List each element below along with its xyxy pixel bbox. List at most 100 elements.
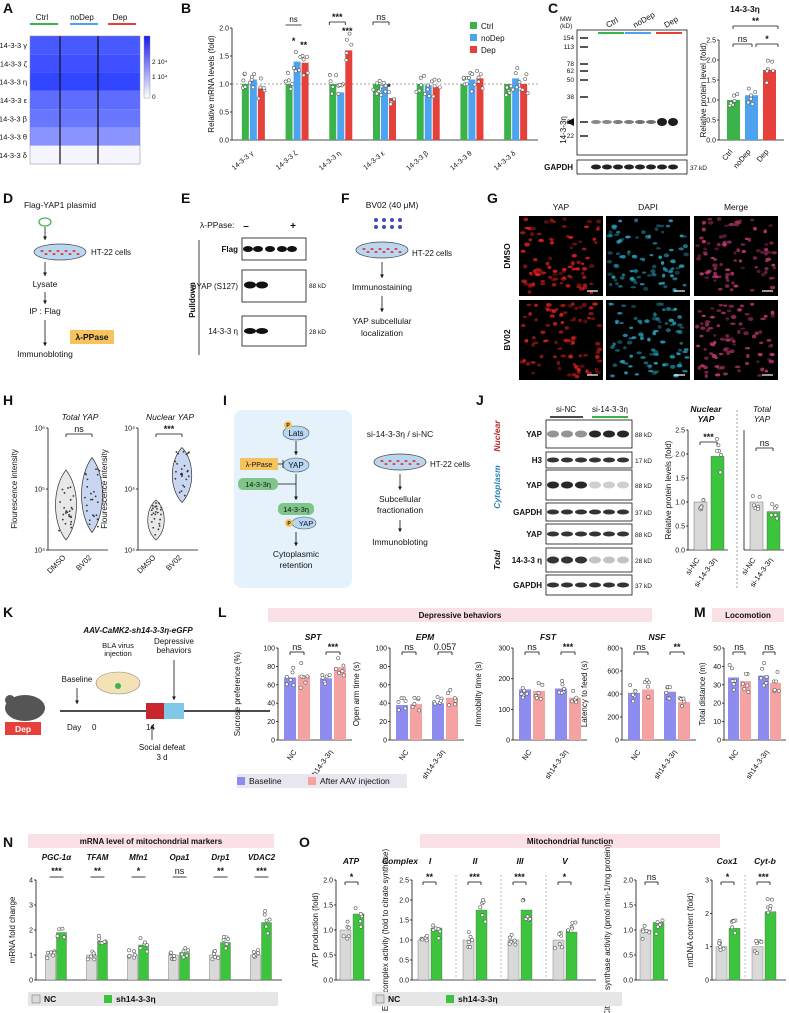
- G-nucleus: [669, 355, 676, 359]
- I-arrow-head: [294, 542, 298, 546]
- B-dot: [427, 94, 432, 98]
- O-mt-sig: ***: [758, 872, 769, 882]
- N-dot: [183, 946, 188, 951]
- G-nucleus: [538, 238, 544, 243]
- E-pyap-band: [244, 281, 256, 289]
- N-dot: [57, 927, 62, 932]
- J-bar-title: Nuclear: [690, 404, 722, 414]
- H-violin-dmso-dot: [69, 498, 72, 501]
- L0-ytick-label: 80: [267, 664, 275, 671]
- H-violin-bv02-dot: [182, 484, 184, 487]
- C-bar-title: 14-3-3η: [730, 4, 760, 14]
- B-category-label: 14-3-3 ζ: [275, 150, 299, 172]
- G-nucleus: [578, 354, 582, 358]
- N-dot: [210, 957, 215, 962]
- O-cs-bar: [652, 922, 665, 981]
- N-dot: [97, 936, 101, 941]
- G-nucleus: [722, 347, 728, 352]
- G-nucleus: [622, 333, 628, 338]
- G-nucleus: [724, 346, 730, 351]
- G-nucleus: [588, 306, 594, 310]
- G-nucleus: [741, 249, 746, 254]
- C-dot: [764, 80, 769, 85]
- O-cs-dot: [647, 930, 652, 935]
- G-nucleus: [522, 358, 526, 363]
- O-etc-dot: [566, 928, 570, 933]
- G-nucleus: [716, 324, 721, 328]
- H-violin-bv02-dot: [88, 523, 91, 526]
- panel-label-F: F: [341, 190, 350, 206]
- J-band: [547, 556, 559, 564]
- G-nucleus: [743, 331, 749, 336]
- O-etc-dot: [520, 898, 525, 903]
- G-nucleus: [552, 322, 558, 326]
- H-violin-dmso-dot: [154, 533, 157, 536]
- J-band: [617, 457, 629, 463]
- G-nucleus: [725, 275, 729, 280]
- L-dot: [341, 673, 346, 678]
- G-nucleus: [669, 364, 676, 369]
- I-phospho-label: P: [286, 423, 290, 429]
- G-nucleus: [546, 303, 550, 307]
- C-ytick-label: 1.5: [706, 78, 716, 85]
- L-dot: [417, 708, 422, 713]
- O-mt-dot: [765, 897, 770, 902]
- G-nucleus: [611, 224, 618, 229]
- O-mt-ytick-label: 0: [705, 978, 709, 985]
- F-drug-dot: [374, 225, 378, 229]
- H-violin-dmso-dot: [152, 512, 155, 515]
- H-violin-bv02-dot: [188, 451, 190, 454]
- O-etc-dot: [424, 934, 429, 938]
- G-nucleus: [738, 219, 743, 223]
- B-dot: [258, 85, 263, 90]
- I-step1: Subcellular: [379, 494, 421, 504]
- C-dot: [732, 98, 737, 103]
- G-nucleus: [659, 340, 666, 344]
- H1-ytick-label: 10⁵: [34, 487, 45, 494]
- G-nucleus: [636, 351, 642, 355]
- O-cs-ytick-label: 0.0: [623, 978, 633, 985]
- L3-ytick-label: 600: [607, 669, 619, 676]
- E-plus: +: [290, 221, 296, 232]
- G-nucleus: [744, 362, 750, 365]
- G-nucleus: [703, 253, 708, 256]
- G-nucleus: [588, 282, 594, 285]
- K-bla: injection: [104, 649, 132, 658]
- B-sig: *: [387, 82, 391, 92]
- B-dot: [259, 76, 263, 81]
- B-dot: [505, 85, 509, 90]
- O-etc-bar: [520, 909, 533, 981]
- G-nucleus: [699, 272, 704, 276]
- L-dot: [412, 695, 417, 700]
- L-dot: [396, 708, 401, 712]
- H-violin-bv02-dot: [185, 478, 188, 481]
- O-mt-bar: [728, 928, 741, 981]
- O-cs-sig: ns: [647, 872, 657, 882]
- G-nucleus: [758, 341, 764, 344]
- O-legend-bg: [372, 992, 622, 1006]
- N-dot: [145, 949, 149, 954]
- G-nucleus: [658, 320, 662, 324]
- G-nucleus: [567, 274, 572, 278]
- O-etc-dot: [553, 945, 557, 950]
- L-dot: [453, 702, 457, 707]
- B-dot: [464, 82, 469, 87]
- G-nucleus: [729, 288, 734, 292]
- G-nucleus: [562, 217, 567, 221]
- heatmap-row-label: 14-3-3 δ: [0, 151, 27, 160]
- E-flag-band: [243, 246, 253, 252]
- N-dot: [168, 950, 173, 955]
- G-nucleus: [563, 338, 569, 343]
- C-group-label: Ctrl: [605, 16, 620, 30]
- G-nucleus: [737, 308, 742, 312]
- G-nucleus: [755, 248, 761, 253]
- G-nucleus: [769, 352, 775, 357]
- G-nucleus: [528, 238, 533, 242]
- J-dot: [775, 516, 779, 521]
- I-arrow-head: [398, 486, 402, 490]
- N-dot: [132, 949, 136, 954]
- H-xlabel: BV02: [164, 553, 183, 572]
- B-dot: [293, 50, 298, 55]
- G-nucleus: [589, 306, 594, 310]
- O-etc-ytick-label: 1.5: [399, 918, 409, 925]
